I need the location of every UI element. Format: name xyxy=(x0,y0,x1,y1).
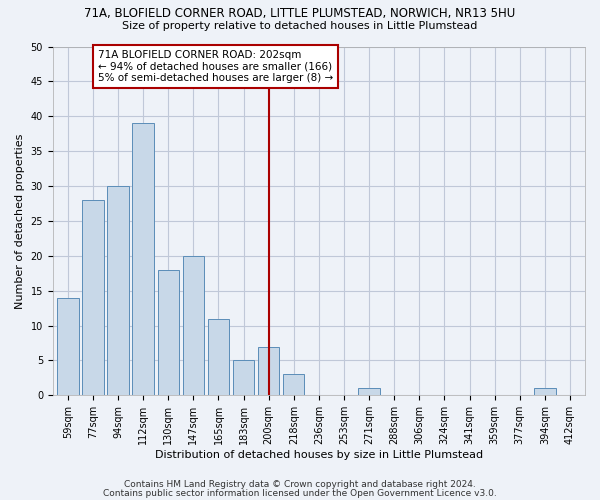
Bar xyxy=(258,346,280,396)
Text: Contains HM Land Registry data © Crown copyright and database right 2024.: Contains HM Land Registry data © Crown c… xyxy=(124,480,476,489)
Bar xyxy=(107,186,129,396)
Bar xyxy=(208,318,229,396)
Y-axis label: Number of detached properties: Number of detached properties xyxy=(15,133,25,308)
Bar xyxy=(283,374,304,396)
Bar xyxy=(133,123,154,396)
Bar xyxy=(182,256,204,396)
Bar xyxy=(158,270,179,396)
Bar xyxy=(57,298,79,396)
Bar xyxy=(358,388,380,396)
X-axis label: Distribution of detached houses by size in Little Plumstead: Distribution of detached houses by size … xyxy=(155,450,483,460)
Bar xyxy=(82,200,104,396)
Text: 71A, BLOFIELD CORNER ROAD, LITTLE PLUMSTEAD, NORWICH, NR13 5HU: 71A, BLOFIELD CORNER ROAD, LITTLE PLUMST… xyxy=(85,8,515,20)
Text: Contains public sector information licensed under the Open Government Licence v3: Contains public sector information licen… xyxy=(103,488,497,498)
Text: Size of property relative to detached houses in Little Plumstead: Size of property relative to detached ho… xyxy=(122,21,478,31)
Bar xyxy=(233,360,254,396)
Text: 71A BLOFIELD CORNER ROAD: 202sqm
← 94% of detached houses are smaller (166)
5% o: 71A BLOFIELD CORNER ROAD: 202sqm ← 94% o… xyxy=(98,50,333,83)
Bar xyxy=(534,388,556,396)
